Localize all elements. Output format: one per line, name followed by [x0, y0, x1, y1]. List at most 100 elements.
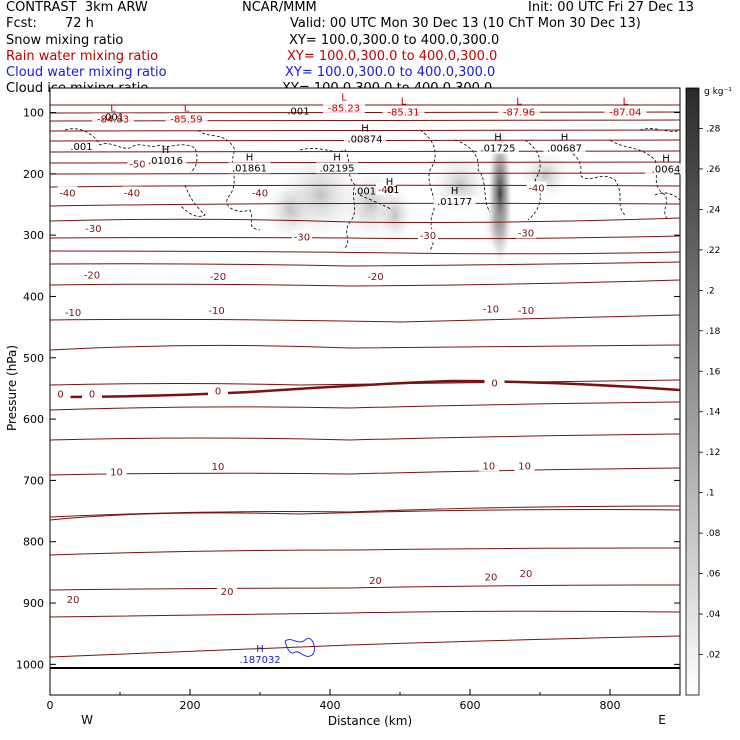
colorbar: g kg⁻¹ .02 .04 .06 .08 .1 .12 .14 .16 .18 .2 .22 .2…	[685, 87, 732, 696]
contour-label: 0	[215, 387, 221, 398]
contour-label-bg	[376, 182, 396, 195]
extrema-labels: L-84.83L-85.59L-85.23L-85.31L-87.96L-87.…	[92, 92, 687, 666]
extremum-value-bg	[498, 106, 540, 118]
contour-label: 10	[212, 462, 225, 473]
contour-label-bg	[127, 157, 148, 170]
field-xy-snow: XY= 100.0,300.0 to 400.0,300.0	[289, 33, 500, 48]
y-tick-label: 900	[23, 597, 44, 610]
extremum-value: -87.04	[609, 108, 641, 119]
contour-label-bg	[82, 268, 102, 281]
extremum-value-bg	[316, 162, 358, 174]
contour-label-bg	[292, 230, 312, 243]
extremum-marker: H	[246, 152, 254, 163]
contour-label: 20	[520, 569, 533, 580]
colorbar-tick-label: .14	[706, 408, 721, 418]
contour-label: 0	[57, 390, 63, 401]
extremum-value: .0064	[652, 165, 681, 176]
contour-label-bg	[365, 269, 386, 282]
contour-label-bg	[82, 387, 102, 400]
contour-label: -40	[378, 185, 394, 196]
y-tick-label: 600	[23, 413, 44, 426]
extremum-marker: L	[516, 97, 522, 108]
extremum-value: .01016	[148, 156, 183, 167]
extremum-marker: H	[561, 133, 569, 144]
extremum-value-bg	[604, 106, 647, 118]
extremum-value-bg	[323, 102, 365, 114]
contour-label-bg	[50, 387, 71, 400]
extremum-value: .00687	[547, 144, 582, 155]
contour-label-bg	[481, 570, 501, 583]
extremum-value: .00874	[348, 135, 383, 146]
contour-label-bg	[478, 459, 499, 472]
extremum-marker: H	[386, 177, 394, 188]
contour-label: -40	[252, 188, 268, 199]
snow-value: .001	[287, 106, 309, 117]
temperature-contour-labels: -50 -40 -40 -40 -40 -40 -30 -30 -30 -30 -20 -20 -20 -…	[50, 157, 547, 606]
colorbar-tick-label: .16	[706, 367, 721, 377]
field-name-rain: Rain water mixing ratio	[6, 49, 159, 64]
colorbar-tick-label: .26	[706, 165, 721, 175]
colorbar-tick-label: .18	[706, 327, 721, 337]
field-name-cloud-water: Cloud water mixing ratio	[6, 65, 167, 80]
contour-label-bg	[106, 465, 127, 478]
extremum-value: -85.31	[387, 108, 419, 119]
forecast-label: Fcst:	[6, 16, 37, 31]
extremum-value: -84.83	[97, 114, 129, 125]
contour-label-bg	[208, 384, 228, 397]
extremum-value-bg	[165, 113, 208, 125]
colorbar-gradient	[685, 87, 700, 696]
extremum-value-bg	[543, 142, 586, 154]
contour-label-bg	[481, 302, 501, 315]
cloud-water-contour	[284, 637, 315, 657]
extremum-marker: L	[401, 97, 407, 108]
extremum-marker: H	[333, 152, 341, 163]
contour-label: -30	[518, 228, 534, 239]
colorbar-tick-label: .02	[706, 651, 720, 661]
extremum-value-bg	[382, 106, 425, 118]
y-tick-label: 700	[23, 474, 44, 487]
contour-label: 20	[67, 595, 80, 606]
contour-label: 20	[485, 572, 498, 583]
extremum-value: .01177	[437, 197, 472, 208]
field-xy-rain: XY= 100.0,300.0 to 400.0,300.0	[287, 49, 498, 64]
y-tick-label: 200	[23, 168, 44, 181]
contour-label: -40	[528, 184, 544, 195]
contour-label: -40	[124, 188, 140, 199]
extremum-marker: H	[662, 154, 670, 165]
contour-label-bg	[57, 186, 78, 199]
contour-label-bg	[514, 459, 535, 472]
contour-label: -30	[420, 231, 436, 242]
extremum-marker: H	[451, 186, 459, 197]
colorbar-tick-label: .12	[706, 448, 720, 458]
valid-time: Valid: 00 UTC Mon 30 Dec 13 (10 ChT Mon …	[290, 16, 641, 31]
snow-value: .001	[354, 187, 376, 198]
contour-label: 0	[89, 390, 95, 401]
extremum-value: -85.23	[328, 103, 360, 114]
forecast-hour: 72 h	[65, 16, 94, 31]
contour-label: 20	[369, 576, 382, 587]
extremum-value-bg	[228, 162, 271, 174]
colorbar-tick-label: .08	[706, 529, 721, 539]
contour-label: 10	[110, 467, 123, 478]
contour-label-bg	[484, 376, 505, 389]
extremum-marker: H	[361, 124, 369, 135]
field-xy-cloud-water: XY= 100.0,300.0 to 400.0,300.0	[285, 65, 496, 80]
y-tick-label: 300	[23, 229, 44, 242]
contour-label-bg	[63, 592, 84, 605]
x-axis-label: Distance (km)	[328, 714, 412, 728]
contour-label: -20	[210, 272, 226, 283]
extremum-value-bg	[344, 133, 386, 145]
extremum-marker: H	[256, 644, 264, 655]
x-tick-label: 800	[600, 699, 621, 712]
contour-label: -10	[483, 304, 499, 315]
colorbar-tick-label: .28	[706, 124, 721, 134]
contour-label-bg	[83, 222, 104, 235]
contour-label-bg	[217, 584, 238, 597]
colorbar-tick-label: .2	[706, 286, 715, 296]
y-axis-label: Pressure (hPa)	[5, 345, 19, 431]
contour-label-bg	[250, 186, 270, 199]
contour-label-bg	[63, 306, 84, 319]
contour-label-bg	[516, 304, 536, 317]
